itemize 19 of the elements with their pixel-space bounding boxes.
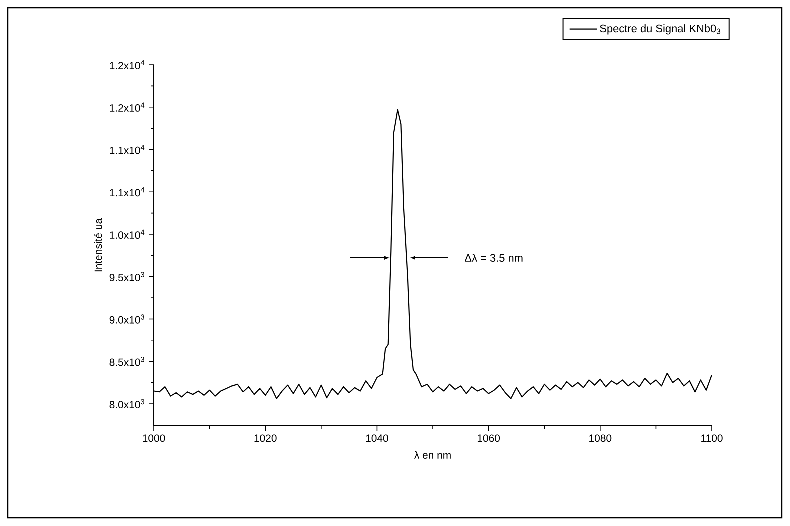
annotation: Δλ = 3.5 nm — [465, 254, 523, 262]
y-tick-label: 8.0x10$^{3}$ — [110, 399, 144, 409]
y-tick-label: 1.1x10$^{4}$ — [110, 188, 145, 197]
x-tick-label: 1080 — [590, 434, 612, 442]
x-tick-label: 1000 — [143, 434, 166, 442]
legend-label: Spectre du Signal KNb0$_{3}$ — [600, 24, 721, 35]
y-tick-label: 1.0x10$^{4}$ — [110, 230, 145, 240]
y-axis-title: Intensité ua — [94, 218, 102, 272]
y-tick-label: 9.5x10$^{3}$ — [110, 272, 144, 282]
x-tick-label: 1040 — [366, 434, 388, 442]
y-tick-label: 1.1x10$^{4}$ — [110, 145, 145, 154]
x-tick-label: 1020 — [254, 434, 277, 442]
y-tick-label: 8.5x10$^{3}$ — [110, 357, 144, 366]
y-tick-label: 1.2x10$^{4}$ — [110, 60, 145, 70]
y-tick-label: 1.2x10$^{4}$ — [110, 102, 145, 112]
y-tick-label: 9.0x10$^{3}$ — [110, 314, 144, 324]
x-tick-label: 1100 — [702, 434, 723, 442]
x-axis-title: λ en nm — [414, 451, 451, 459]
x-tick-label: 1060 — [478, 434, 500, 442]
